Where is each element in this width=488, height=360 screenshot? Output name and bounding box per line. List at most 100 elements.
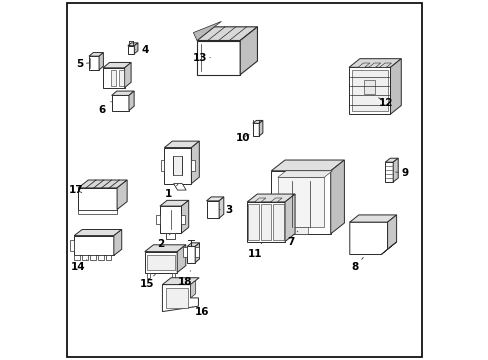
Text: 12: 12 <box>378 98 392 108</box>
Polygon shape <box>98 256 103 260</box>
Polygon shape <box>166 233 175 239</box>
Text: 2: 2 <box>157 233 170 249</box>
Polygon shape <box>106 256 111 260</box>
Polygon shape <box>147 255 174 270</box>
Polygon shape <box>381 242 396 255</box>
Polygon shape <box>379 63 391 67</box>
Polygon shape <box>156 215 160 224</box>
Polygon shape <box>348 59 401 67</box>
Polygon shape <box>89 56 99 70</box>
Polygon shape <box>206 197 224 201</box>
Polygon shape <box>74 235 114 256</box>
Polygon shape <box>103 68 124 87</box>
Text: 13: 13 <box>192 53 210 63</box>
Polygon shape <box>111 91 134 95</box>
Polygon shape <box>271 160 344 171</box>
Polygon shape <box>285 194 294 242</box>
Polygon shape <box>206 201 219 218</box>
Polygon shape <box>219 197 224 218</box>
Polygon shape <box>364 80 374 94</box>
Polygon shape <box>146 273 150 278</box>
Polygon shape <box>181 215 185 224</box>
Polygon shape <box>74 230 122 235</box>
Text: 16: 16 <box>192 307 209 318</box>
Polygon shape <box>177 245 185 273</box>
Polygon shape <box>127 46 134 54</box>
Text: 11: 11 <box>247 243 261 259</box>
Polygon shape <box>78 210 117 214</box>
Text: 6: 6 <box>99 102 111 115</box>
Text: 9: 9 <box>395 168 407 178</box>
Text: 10: 10 <box>235 132 249 143</box>
Polygon shape <box>119 70 124 85</box>
Text: 1: 1 <box>164 184 178 199</box>
Polygon shape <box>111 70 116 85</box>
Polygon shape <box>187 243 199 246</box>
Polygon shape <box>247 202 285 242</box>
Polygon shape <box>129 91 134 111</box>
Polygon shape <box>70 240 74 251</box>
Polygon shape <box>349 215 396 222</box>
Polygon shape <box>349 222 387 255</box>
Polygon shape <box>117 180 127 210</box>
Text: 14: 14 <box>70 259 87 272</box>
Polygon shape <box>191 141 199 184</box>
Polygon shape <box>385 158 397 162</box>
Polygon shape <box>240 27 257 75</box>
Polygon shape <box>144 245 185 252</box>
Polygon shape <box>197 27 257 40</box>
Polygon shape <box>127 43 138 46</box>
Circle shape <box>360 232 366 238</box>
Polygon shape <box>254 198 265 202</box>
Polygon shape <box>191 160 195 171</box>
Polygon shape <box>270 198 282 202</box>
Polygon shape <box>195 243 199 263</box>
Polygon shape <box>166 288 187 308</box>
Polygon shape <box>114 230 122 256</box>
Polygon shape <box>162 278 199 284</box>
Polygon shape <box>74 256 80 260</box>
Polygon shape <box>368 63 380 67</box>
Polygon shape <box>248 204 258 240</box>
Polygon shape <box>134 43 138 54</box>
Polygon shape <box>357 63 369 67</box>
Circle shape <box>159 261 166 267</box>
Polygon shape <box>260 204 271 240</box>
Polygon shape <box>187 246 195 263</box>
Polygon shape <box>162 284 198 312</box>
Text: 17: 17 <box>69 185 83 195</box>
Polygon shape <box>160 206 181 233</box>
Polygon shape <box>247 194 294 202</box>
Text: 8: 8 <box>351 257 363 272</box>
Circle shape <box>178 292 183 297</box>
Polygon shape <box>190 280 195 298</box>
Polygon shape <box>330 160 344 234</box>
Polygon shape <box>273 204 284 240</box>
Polygon shape <box>392 158 397 182</box>
Polygon shape <box>252 120 263 123</box>
Polygon shape <box>173 184 186 190</box>
Polygon shape <box>78 180 127 188</box>
Polygon shape <box>173 156 182 175</box>
Polygon shape <box>385 162 392 182</box>
Polygon shape <box>390 59 401 114</box>
Polygon shape <box>193 22 221 40</box>
Text: 4: 4 <box>136 45 148 55</box>
Polygon shape <box>277 177 324 228</box>
Polygon shape <box>164 141 199 148</box>
Polygon shape <box>90 256 96 260</box>
Polygon shape <box>259 120 263 136</box>
Circle shape <box>374 241 380 247</box>
Polygon shape <box>111 95 129 111</box>
Polygon shape <box>348 67 390 114</box>
Polygon shape <box>82 256 87 260</box>
Polygon shape <box>195 247 199 257</box>
Polygon shape <box>144 252 177 273</box>
Polygon shape <box>164 148 191 184</box>
Polygon shape <box>293 228 307 234</box>
Polygon shape <box>197 40 240 75</box>
Text: 15: 15 <box>139 274 155 289</box>
Polygon shape <box>161 160 164 171</box>
Polygon shape <box>277 171 332 177</box>
Text: 18: 18 <box>178 271 192 287</box>
